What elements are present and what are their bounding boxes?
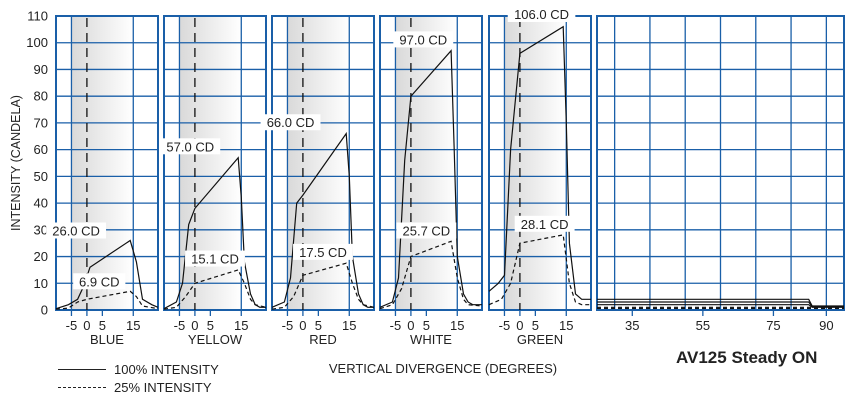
legend-item-solid: 100% INTENSITY xyxy=(58,360,219,378)
data-label: 6.9 CD xyxy=(79,274,119,289)
x-tick-label: 0 xyxy=(407,318,414,333)
x-tick-label: 5 xyxy=(207,318,214,333)
annotation-background xyxy=(507,6,576,22)
data-label: 97.0 CD xyxy=(399,32,447,47)
data-label: 66.0 CD xyxy=(267,115,315,130)
x-tick-label: 0 xyxy=(299,318,306,333)
y-tick-label: 90 xyxy=(34,62,48,77)
x-tick-label: 15 xyxy=(450,318,464,333)
x-tick-label: 5 xyxy=(532,318,539,333)
x-tick-label: -5 xyxy=(282,318,294,333)
annotation-background xyxy=(260,114,321,131)
data-label: 15.1 CD xyxy=(191,252,239,267)
data-label: 26.0 CD xyxy=(52,223,100,238)
y-tick-label: 60 xyxy=(34,142,48,157)
panel-green: -5 0 5 15 106.0 CD 28.1 CD GREEN xyxy=(488,6,592,347)
legend: 100% INTENSITY 25% INTENSITY xyxy=(58,360,219,396)
x-tick-label: 55 xyxy=(696,318,710,333)
panel-blue: -5 0 5 15 26.0 CD 6.9 CD BLUE xyxy=(46,15,159,347)
x-tick-label: 5 xyxy=(99,318,106,333)
solid-line-swatch xyxy=(58,368,106,370)
x-tick-label: 75 xyxy=(766,318,780,333)
legend-label: 100% INTENSITY xyxy=(114,361,219,377)
panel-red: -5 0 5 15 66.0 CD 17.5 CD RED xyxy=(260,15,375,347)
panel-frame xyxy=(55,15,159,311)
annotation-background xyxy=(160,138,221,155)
annotation-background xyxy=(293,243,353,260)
annotation-background xyxy=(393,31,454,48)
y-tick-label: 30 xyxy=(34,222,48,237)
panel-frame xyxy=(596,15,845,311)
series-line-25-percent xyxy=(488,234,591,306)
y-tick-label: 20 xyxy=(34,249,48,264)
x-tick-label: -5 xyxy=(499,318,511,333)
x-tick-label: 0 xyxy=(516,318,523,333)
annotation-background xyxy=(396,222,457,239)
x-tick-label: 15 xyxy=(126,318,140,333)
panel-white: -5 0 5 15 97.0 CD 25.7 CD WHITE xyxy=(379,15,483,347)
panel-yellow: -5 0 5 15 57.0 CD 15.1 CD YELLOW xyxy=(160,15,267,347)
x-tick-label: 5 xyxy=(315,318,322,333)
series-line-100-percent xyxy=(379,49,482,308)
panel-frame xyxy=(379,15,483,311)
x-tick-label: 5 xyxy=(423,318,430,333)
y-tick-label: 70 xyxy=(34,115,48,130)
panel-wide-angle: 35 55 75 90 xyxy=(596,15,845,333)
x-tick-label: -5 xyxy=(174,318,186,333)
shade-band xyxy=(287,16,350,310)
y-tick-label: 40 xyxy=(34,196,48,211)
y-tick-label: 50 xyxy=(34,169,48,184)
panel-label: YELLOW xyxy=(188,332,243,347)
y-tick-label: 80 xyxy=(34,89,48,104)
y-axis-label: INTENSITY (CANDELA) xyxy=(9,95,23,231)
series-line-100-percent xyxy=(488,25,591,300)
annotation-background xyxy=(73,273,126,290)
x-tick-label: 15 xyxy=(342,318,356,333)
x-tick-label: -5 xyxy=(390,318,402,333)
legend-label: 25% INTENSITY xyxy=(114,379,212,395)
series-line-25-percent xyxy=(55,290,159,310)
product-title: AV125 Steady ON xyxy=(676,348,818,367)
data-label: 17.5 CD xyxy=(299,245,347,260)
x-axis-label: VERTICAL DIVERGENCE (DEGREES) xyxy=(329,361,557,376)
annotation-background xyxy=(185,250,245,267)
x-tick-label: 35 xyxy=(625,318,639,333)
annotation-background xyxy=(514,215,575,232)
series-line-100-percent xyxy=(597,298,844,307)
y-tick-label: 100 xyxy=(26,35,48,50)
panel-frame xyxy=(163,15,267,311)
y-tick-label: 10 xyxy=(34,276,48,291)
x-tick-label: 15 xyxy=(234,318,248,333)
data-label: 25.7 CD xyxy=(403,223,451,238)
series-line-25-percent xyxy=(271,262,375,310)
shade-band xyxy=(504,16,567,310)
panel-frame xyxy=(271,15,375,311)
x-tick-label: -5 xyxy=(66,318,78,333)
panel-label: WHITE xyxy=(410,332,452,347)
data-label: 28.1 CD xyxy=(521,217,569,232)
panel-label: RED xyxy=(309,332,336,347)
panel-label: BLUE xyxy=(90,332,124,347)
series-line-25-percent xyxy=(163,269,267,310)
x-tick-label: 90 xyxy=(819,318,833,333)
series-line-100-percent xyxy=(55,239,159,310)
series-line-25-percent xyxy=(379,240,483,310)
x-tick-label: 15 xyxy=(559,318,573,333)
shade-band xyxy=(395,16,458,310)
panel-label: GREEN xyxy=(517,332,563,347)
shade-band xyxy=(71,16,134,310)
data-label: 106.0 CD xyxy=(514,7,569,22)
x-tick-label: 0 xyxy=(83,318,90,333)
data-label: 57.0 CD xyxy=(166,139,214,154)
y-tick-label: 0 xyxy=(41,303,48,318)
x-tick-label: 0 xyxy=(191,318,198,333)
legend-item-dashed: 25% INTENSITY xyxy=(58,378,219,396)
dashed-line-swatch xyxy=(58,386,106,388)
y-tick-label: 110 xyxy=(27,9,48,24)
annotation-background xyxy=(46,222,107,239)
